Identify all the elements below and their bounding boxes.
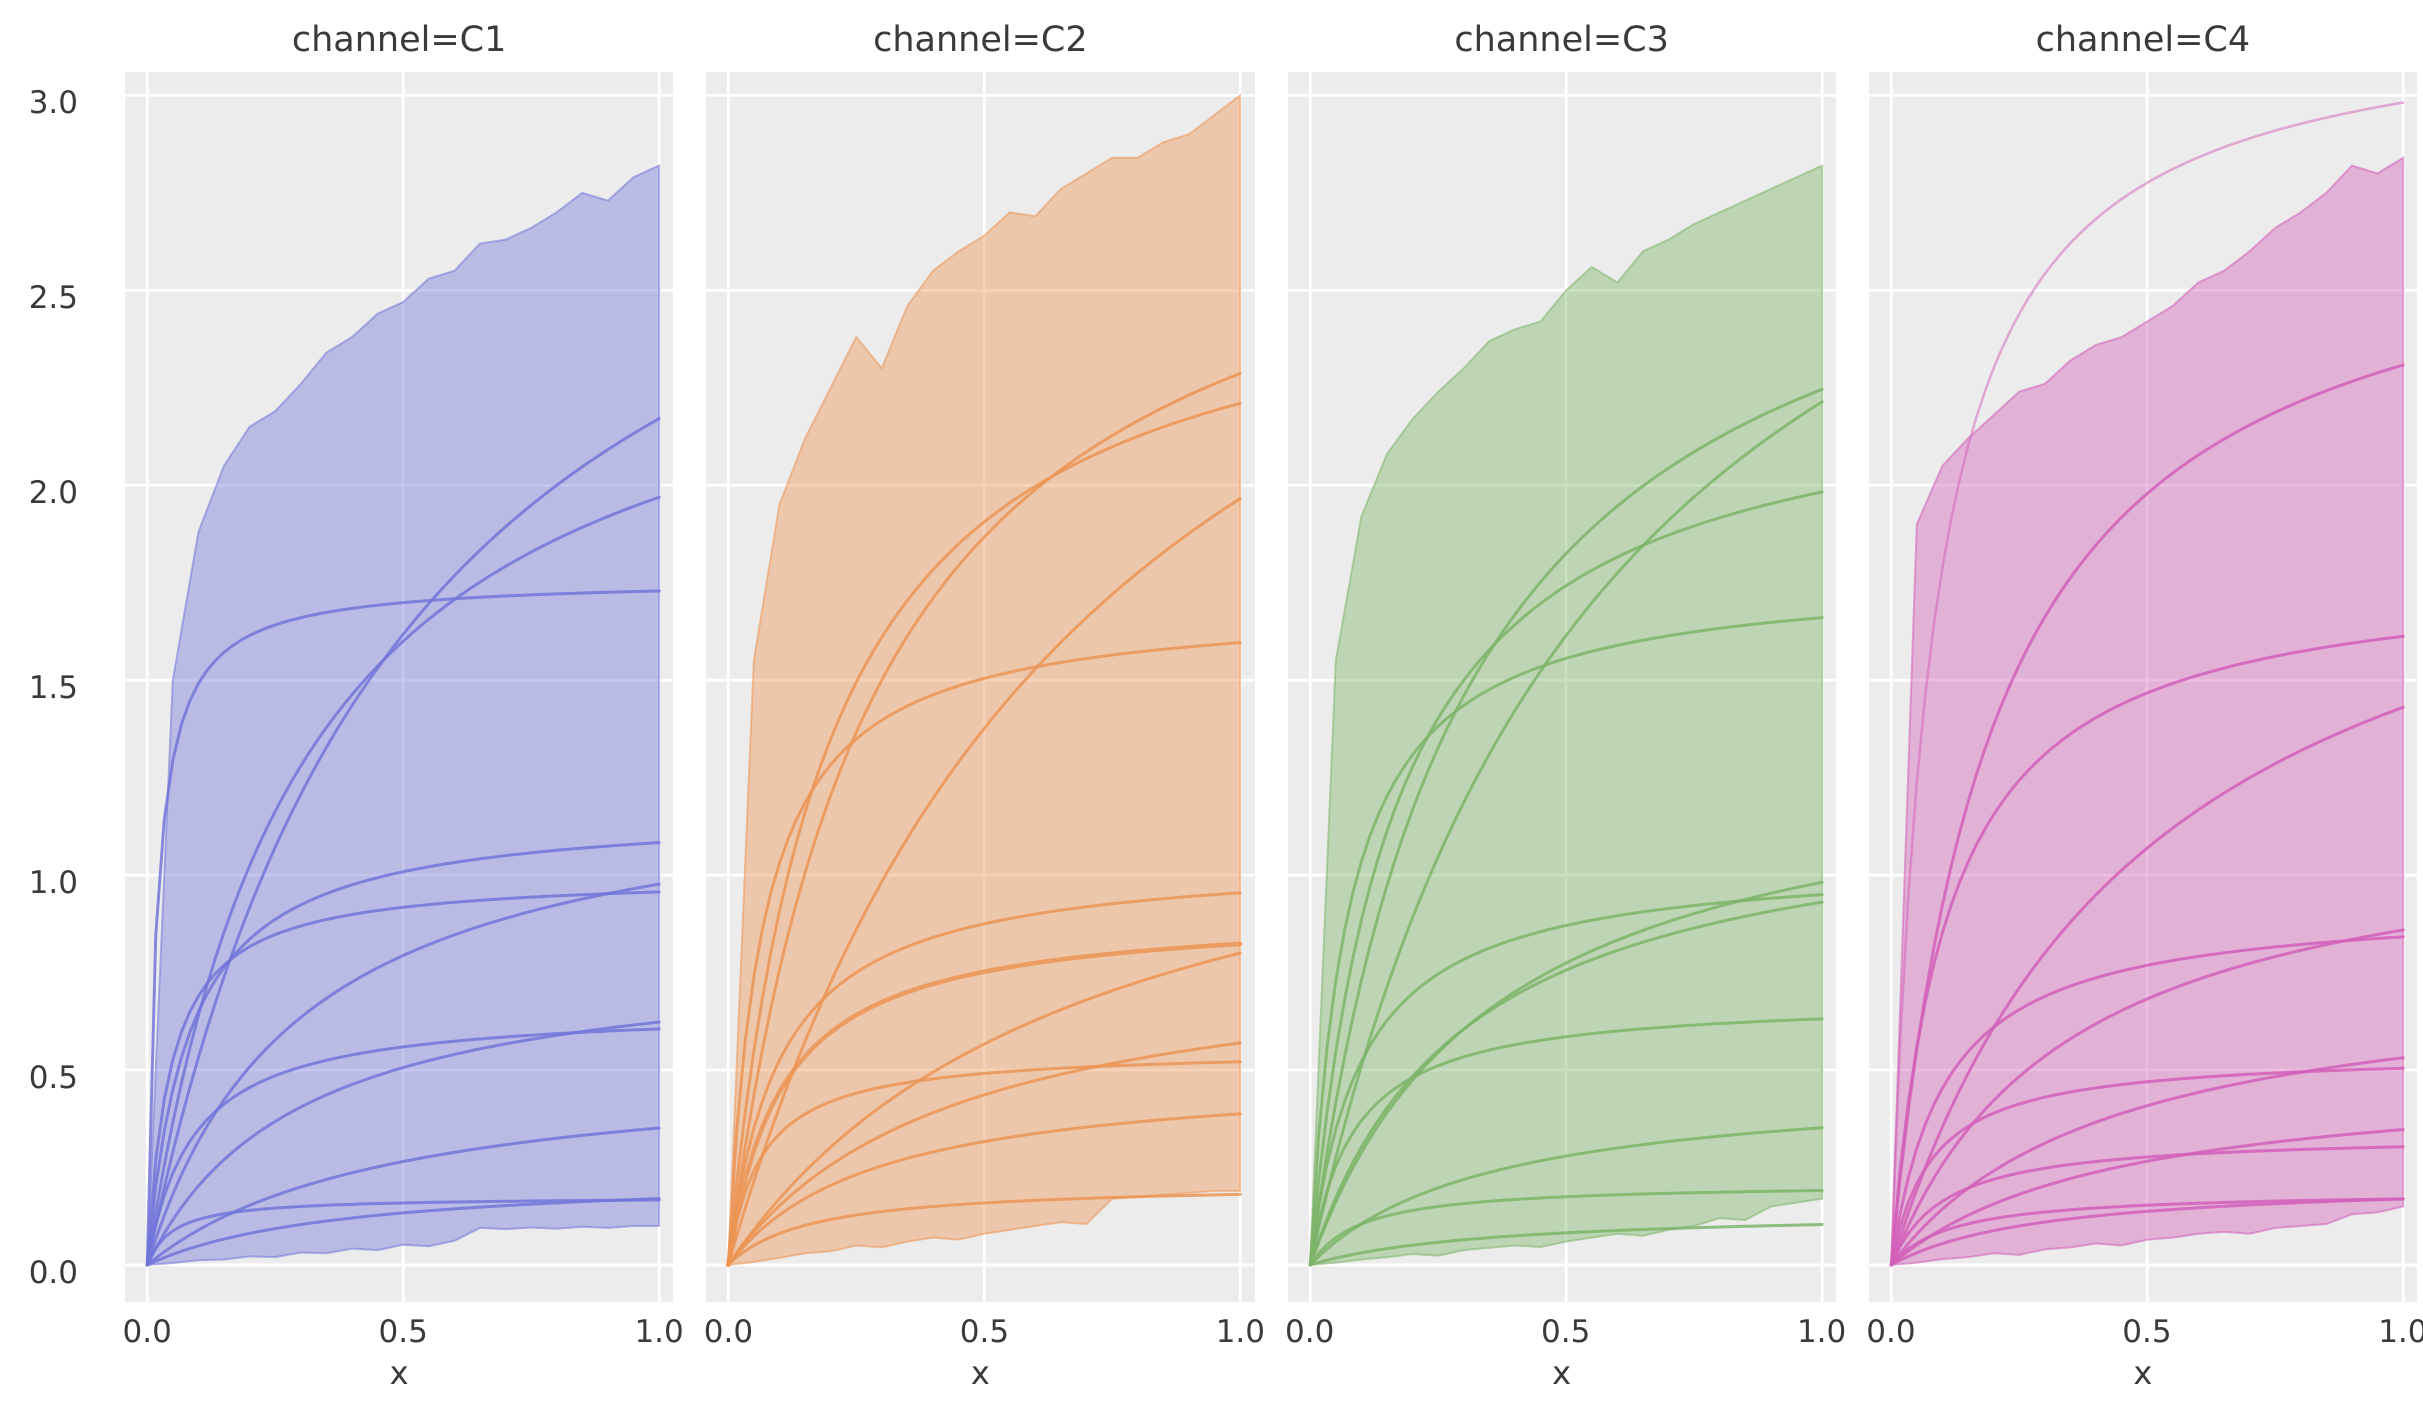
saturation-curve [1889,634,2405,1267]
minmax-band [1308,164,1823,1267]
line-chart [1868,72,2417,1302]
saturation-curve [726,1192,1242,1267]
panel-title: channel=C2 [873,20,1088,60]
x-tick-label: 0.5 [2122,1314,2172,1350]
saturation-curve [726,1041,1242,1267]
saturation-curve [145,495,661,1267]
panel-title: channel=C3 [1454,20,1669,60]
y-tick-label: 3.0 [28,85,78,122]
y-tick-label: 1.5 [28,670,78,707]
saturation-curve [1889,705,2405,1267]
saturation-curve [1308,1126,1824,1267]
y-tick-label: 2.0 [28,475,78,512]
minmax-band [727,93,1242,1267]
x-tick-label: 1.0 [1796,1314,1847,1350]
saturation-curve [1308,1017,1824,1267]
saturation-curve [1308,1223,1824,1267]
x-tick-label: 0.0 [1866,1314,1916,1350]
line-chart [706,72,1255,1302]
panel-c2: channel=C2 0.0 0.5 1.0 x [703,8,1265,1423]
minmax-band [1889,156,2404,1267]
saturation-curve [1889,935,2405,1267]
saturation-curve [1308,616,1824,1267]
saturation-curve [1889,363,2405,1267]
saturation-curve [145,417,661,1267]
saturation-curve [726,941,1243,1268]
plot-area [706,72,1255,1302]
saturation-curve [145,1198,661,1267]
saturation-curve [1889,1197,2405,1267]
saturation-curve [726,891,1242,1267]
saturation-curve [145,890,661,1267]
plot-area [125,72,674,1302]
saturation-curve [1308,490,1824,1267]
line-chart [1287,72,1836,1302]
plot-area [1868,72,2417,1302]
saturation-curve [1308,900,1824,1267]
panel-c4: channel=C4 0.0 0.5 1.0 x [1866,8,2423,1423]
saturation-curve [1889,1145,2405,1267]
saturation-curve [145,882,661,1267]
saturation-curve [726,641,1242,1267]
saturation-curve [726,1060,1242,1267]
x-tick-label: 0.0 [1285,1314,1335,1350]
x-axis-label: x [970,1354,990,1392]
x-tick-label: 0.5 [378,1314,428,1350]
saturation-curve [1889,928,2405,1267]
panel-c1: channel=C1 0.0 0.5 1.0 x [122,8,684,1423]
panel-title: channel=C4 [2035,20,2251,60]
x-axis-ticks: 0.0 0.5 1.0 [703,1302,1265,1354]
saturation-curve [1308,1189,1824,1267]
saturation-curve [145,1027,661,1267]
saturation-curve [1889,1128,2405,1267]
x-axis-label: x [389,1354,409,1392]
y-tick-label: 0.5 [28,1060,78,1097]
saturation-curve [726,371,1242,1267]
saturation-curve [1889,1066,2405,1267]
saturation-curve [1889,1197,2405,1267]
saturation-curve [726,497,1242,1267]
x-axis-ticks: 0.0 0.5 1.0 [1866,1302,2423,1354]
x-tick-label: 0.0 [122,1314,172,1350]
saturation-curve [1308,400,1824,1267]
x-axis-label: x [2133,1354,2153,1392]
x-axis-ticks: 0.0 0.5 1.0 [1285,1302,1846,1354]
x-tick-label: 0.5 [1541,1314,1591,1350]
panel-title: channel=C1 [291,20,507,60]
plot-area [1287,72,1836,1302]
y-axis-ticks: 3.0 2.5 2.0 1.5 1.0 0.5 0.0 [0,8,92,1423]
x-tick-label: 0.0 [703,1314,754,1350]
panel-c3: channel=C3 0.0 0.5 1.0 x [1285,8,1846,1423]
x-tick-label: 1.0 [1215,1314,1266,1350]
saturation-curve [726,951,1242,1267]
x-tick-label: 1.0 [2378,1314,2423,1350]
minmax-band [146,164,661,1267]
x-axis-label: x [1552,1354,1572,1392]
x-tick-label: 1.0 [634,1314,684,1350]
saturation-curve [726,1112,1242,1267]
y-tick-label: 1.0 [28,865,78,902]
saturation-curve [1308,893,1824,1267]
line-chart [125,72,674,1302]
x-tick-label: 0.5 [959,1314,1010,1350]
y-tick-label: 2.5 [28,280,78,317]
saturation-curve [1889,101,2405,1267]
y-tick-label: 0.0 [28,1254,78,1291]
x-axis-ticks: 0.0 0.5 1.0 [122,1302,684,1354]
saturation-curve [1308,387,1824,1267]
saturation-curve [145,589,661,1267]
saturation-curve [1889,1056,2405,1267]
